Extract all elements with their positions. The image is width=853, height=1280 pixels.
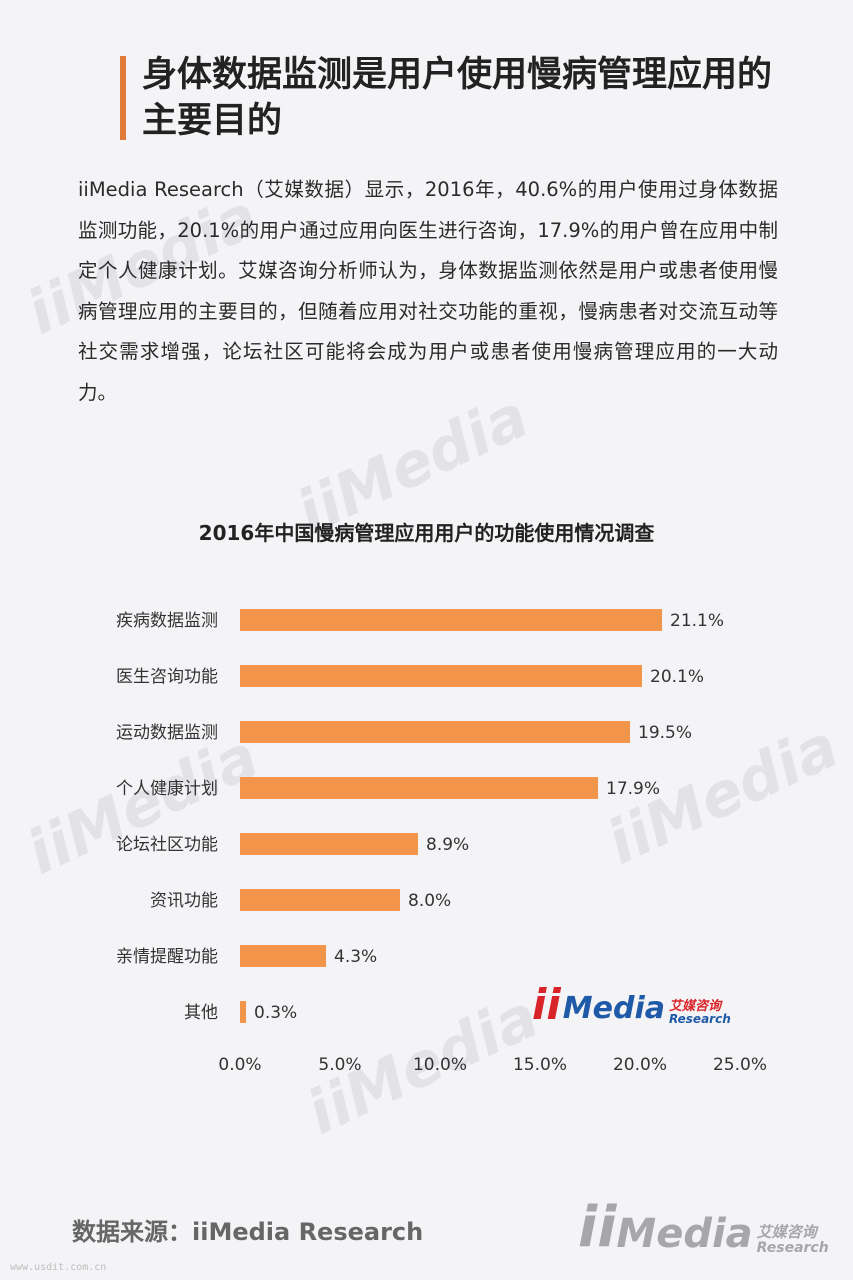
data-label: 4.3% [334, 947, 377, 967]
x-tick-label: 10.0% [413, 1055, 467, 1075]
x-tick-label: 25.0% [713, 1055, 767, 1075]
footer-logo: ii Media 艾媒咨询 Research [578, 1195, 829, 1260]
logo-mark: ii [532, 980, 561, 1029]
category-label: 资讯功能 [150, 891, 218, 911]
data-label: 8.0% [408, 891, 451, 911]
bar [240, 721, 630, 743]
category-label: 个人健康计划 [116, 779, 218, 799]
site-url: www.usdit.com.cn [10, 1262, 107, 1273]
logo-mark: ii [578, 1195, 617, 1260]
category-label: 运动数据监测 [116, 723, 218, 743]
bar [240, 665, 642, 687]
logo-cn: 艾媒咨询 [669, 999, 722, 1014]
x-tick-label: 20.0% [613, 1055, 667, 1075]
logo-en: Research [756, 1240, 829, 1256]
logo-word: Media [616, 1211, 753, 1257]
imedia-logo: ii Media 艾媒咨询 Research [532, 982, 731, 1026]
intro-paragraph: iiMedia Research（艾媒数据）显示，2016年，40.6%的用户使… [78, 178, 778, 404]
data-label: 8.9% [426, 835, 469, 855]
bar [240, 777, 598, 799]
category-label: 其他 [184, 1003, 218, 1023]
bar [240, 945, 326, 967]
chart-title: 2016年中国慢病管理应用用户的功能使用情况调查 [198, 521, 655, 545]
page-title: 身体数据监测是用户使用慢病管理应用的主要目的 [142, 55, 773, 141]
data-label: 19.5% [638, 723, 692, 743]
category-label: 疾病数据监测 [116, 611, 218, 631]
data-label: 20.1% [650, 667, 704, 687]
data-label: 17.9% [606, 779, 660, 799]
bar [240, 833, 418, 855]
x-tick-label: 5.0% [318, 1055, 361, 1075]
bar [240, 609, 662, 631]
logo-en: Research [669, 1012, 731, 1026]
data-label: 0.3% [254, 1003, 297, 1023]
x-tick-label: 15.0% [513, 1055, 567, 1075]
category-label: 亲情提醒功能 [116, 947, 218, 967]
data-source: 数据来源：iiMedia Research [72, 1218, 424, 1246]
logo-word: Media [562, 991, 665, 1026]
category-label: 医生咨询功能 [116, 667, 218, 687]
x-tick-label: 0.0% [218, 1055, 261, 1075]
logo-cn: 艾媒咨询 [756, 1223, 817, 1241]
title-accent-bar [120, 56, 126, 140]
category-label: 论坛社区功能 [116, 835, 218, 855]
bar [240, 1001, 246, 1023]
bar-chart: 疾病数据监测 21.1% 医生咨询功能 20.1% 运动数据监测 19.5% 个人健康计划 1… [116, 609, 767, 1075]
data-label: 21.1% [670, 611, 724, 631]
bar [240, 889, 400, 911]
